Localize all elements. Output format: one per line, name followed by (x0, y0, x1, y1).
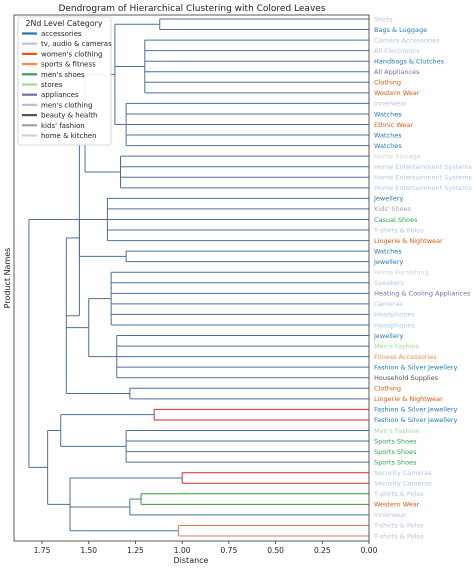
leaf-label-5: All Appliances (374, 68, 420, 76)
leaf-label-0: Shirts (374, 15, 393, 23)
leaf-label-13: Home Storage (374, 152, 421, 160)
legend-entry-3: sports & fitness (41, 61, 96, 69)
leaf-label-18: Kids' Shoes (374, 205, 412, 213)
leaf-label-6: Clothing (374, 79, 401, 87)
legend-entry-1: tv, audio & cameras (41, 40, 112, 48)
legend-entry-0: accessories (41, 30, 82, 38)
leaf-label-30: Jewellery (373, 332, 404, 340)
legend-entry-8: beauty & health (41, 112, 97, 120)
leaf-label-48: T-shirts & Polos (373, 522, 424, 530)
legend: 2Nd Level Category accessories tv, audio … (17, 16, 112, 146)
y-axis-label: Product Names (3, 248, 12, 309)
leaf-label-35: Clothing (374, 385, 401, 393)
chart-title: Dendrogram of Hierarchical Clustering wi… (58, 4, 325, 14)
leaf-label-28: Headphones (374, 311, 415, 319)
leaf-label-31: Men's Fashion (374, 342, 420, 350)
dendrogram-links (28, 18, 369, 537)
leaf-label-20: T-shirts & Polos (373, 226, 424, 234)
legend-title: 2Nd Level Category (26, 19, 103, 28)
leaf-label-49: T-shirts & Polos (373, 532, 424, 540)
leaf-label-15: Home Entertainment Systems (374, 174, 472, 182)
legend-entry-6: appliances (41, 91, 79, 99)
leaf-label-7: Western Wear (374, 89, 420, 97)
leaf-label-33: Fashion & Silver Jewellery (374, 363, 458, 371)
leaf-label-45: T-shirts & Polos (373, 490, 424, 498)
leaf-label-4: Handbags & Clutches (374, 58, 445, 66)
leaf-label-11: Watches (374, 131, 402, 139)
leaf-label-40: Sports Shoes (374, 437, 417, 445)
leaf-label-36: Lingerie & Nightwear (374, 395, 443, 403)
leaf-label-17: Jewellery (373, 195, 404, 203)
leaf-label-1: Bags & Luggage (374, 26, 427, 34)
leaf-label-23: Jewellery (373, 258, 404, 266)
leaf-label-32: Fitness Accessories (374, 353, 437, 361)
leaf-label-21: Lingerie & Nightwear (374, 237, 443, 245)
x-tick-label-0: 1.75 (34, 546, 51, 555)
leaf-label-10: Ethnic Wear (374, 121, 413, 129)
x-tick-label-5: 0.50 (267, 546, 284, 555)
legend-frame (17, 16, 112, 146)
leaf-label-12: Watches (374, 142, 402, 150)
leaf-label-24: Home Furnishing (374, 269, 429, 277)
leaf-label-42: Sports Shoes (374, 458, 417, 466)
leaf-label-16: Home Entertainment Systems (374, 184, 472, 192)
leaf-label-27: Cameras (374, 300, 404, 308)
leaf-label-38: Fashion & Silver Jewellery (374, 416, 458, 424)
legend-entry-4: men's shoes (41, 71, 85, 79)
leaf-label-29: Headphones (374, 321, 415, 329)
plot-frame (13, 14, 370, 542)
x-tick-label-2: 1.25 (127, 546, 144, 555)
leaf-label-41: Sports Shoes (374, 448, 417, 456)
legend-entry-7: men's clothing (41, 101, 92, 109)
leaf-label-47: Innerwear (374, 511, 407, 519)
leaf-label-39: Men's Fashion (374, 427, 420, 435)
x-axis-ticks: 1.75 1.50 1.25 1.00 0.75 0.50 0.25 0.00 (34, 541, 378, 555)
leaf-label-37: Fashion & Silver Jewellery (374, 406, 458, 414)
x-tick-label-3: 1.00 (174, 546, 191, 555)
leaf-label-2: Camera Accessories (374, 36, 440, 44)
leaf-label-25: Speakers (374, 279, 404, 287)
leaf-label-9: Watches (374, 110, 402, 118)
leaf-label-26: Heating & Cooling Appliances (374, 290, 471, 298)
leaf-label-43: Security Cameras (374, 469, 432, 477)
leaf-label-19: Casual Shoes (374, 216, 418, 224)
x-axis-label: Distance (174, 556, 209, 565)
legend-entry-10: home & kitchen (41, 132, 97, 140)
leaf-label-14: Home Entertainment Systems (374, 163, 472, 171)
leaf-labels: Shirts Bags & Luggage Camera Accessories Al… (373, 15, 472, 540)
legend-entry-2: women's clothing (41, 50, 102, 58)
legend-entry-9: kids' fashion (41, 122, 85, 130)
leaf-label-44: Security Cameras (374, 480, 432, 488)
leaf-label-3: All Electronics (374, 47, 420, 55)
x-tick-label-6: 0.25 (314, 546, 331, 555)
leaf-label-8: Innerwear (374, 100, 407, 108)
x-tick-label-7: 0.00 (361, 546, 378, 555)
legend-entry-5: stores (41, 81, 63, 89)
x-tick-label-4: 0.75 (221, 546, 238, 555)
x-tick-label-1: 1.50 (80, 546, 97, 555)
leaf-label-22: Watches (374, 247, 402, 255)
leaf-label-46: Western Wear (374, 501, 420, 509)
leaf-label-34: Household Supplies (374, 374, 439, 382)
